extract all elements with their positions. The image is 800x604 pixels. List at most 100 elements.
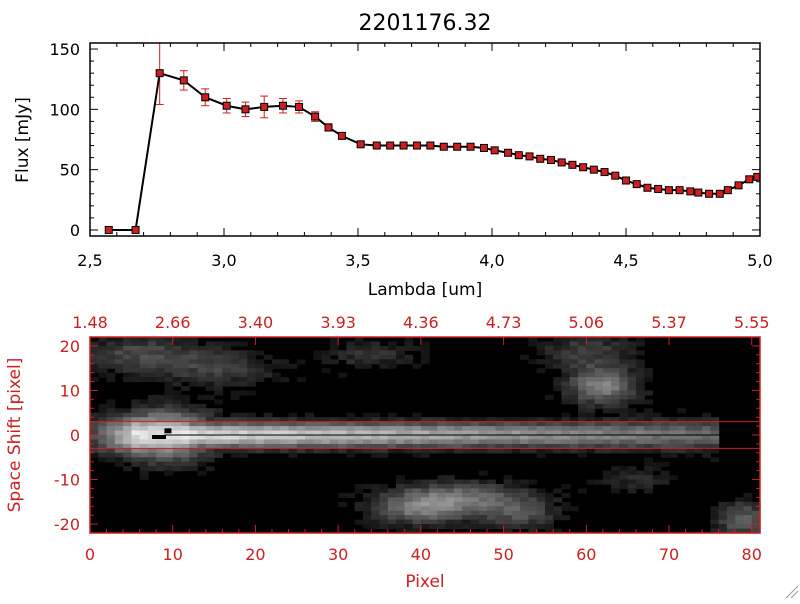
data-point <box>222 101 231 110</box>
image-pixel <box>660 448 670 454</box>
image-pixel <box>619 443 629 449</box>
image-pixel <box>222 430 232 436</box>
image-pixel <box>197 381 207 387</box>
image-pixel <box>222 372 232 378</box>
image-pixel <box>470 421 480 427</box>
image-pixel <box>180 345 190 351</box>
y-tick-label: 150 <box>49 40 80 59</box>
image-pixel <box>180 457 190 463</box>
image-pixel <box>520 439 529 445</box>
image-pixel <box>371 488 381 494</box>
image-pixel <box>561 435 571 441</box>
image-pixel <box>189 421 199 427</box>
image-pixel <box>478 470 488 476</box>
image-pixel <box>90 435 99 441</box>
image-pixel <box>147 350 157 356</box>
image-pixel <box>147 421 157 427</box>
image-pixel <box>462 426 472 432</box>
image-pixel <box>131 368 141 374</box>
image-pixel <box>90 430 99 436</box>
image-pixel <box>420 484 430 490</box>
data-point <box>260 102 269 111</box>
resize-grip-icon[interactable] <box>785 585 799 599</box>
image-pixel <box>611 377 620 383</box>
image-pixel <box>644 377 654 383</box>
image-pixel <box>164 368 174 374</box>
image-pixel <box>321 426 331 432</box>
image-pixel <box>453 519 463 525</box>
image-pixel <box>147 399 157 405</box>
image-pixel <box>619 368 629 374</box>
image-pixel <box>478 443 488 449</box>
image-pixel <box>164 354 174 360</box>
image-pixel <box>412 439 422 445</box>
image-pixel <box>544 426 554 432</box>
image-pixel <box>611 426 620 432</box>
image-pixel <box>437 475 447 481</box>
image-pixel <box>652 479 662 485</box>
image-pixel <box>271 430 281 436</box>
image-pixel <box>586 479 596 485</box>
image-pixel <box>544 519 554 525</box>
image-pixel <box>98 341 108 347</box>
image-pixel <box>371 345 381 351</box>
image-pixel <box>611 475 620 481</box>
image-pixel <box>677 448 687 454</box>
image-pixel <box>387 421 397 427</box>
image-pixel <box>644 479 654 485</box>
image-pixel <box>90 350 99 356</box>
image-pixel <box>346 426 356 432</box>
image-pixel <box>371 515 381 521</box>
space-shift-tick-label: 0 <box>70 426 80 445</box>
image-pixel <box>544 439 554 445</box>
image-pixel <box>462 443 472 449</box>
image-pixel <box>321 417 331 423</box>
data-point <box>439 142 448 151</box>
image-pixel <box>544 492 554 498</box>
image-pixel <box>247 363 257 369</box>
image-pixel <box>586 386 596 392</box>
image-pixel <box>379 501 389 507</box>
image-pixel <box>710 430 720 436</box>
image-pixel <box>114 368 124 374</box>
image-pixel <box>147 461 157 467</box>
image-pixel <box>553 354 563 360</box>
image-pixel <box>578 443 587 449</box>
image-pixel <box>123 439 132 445</box>
image-pixel <box>156 408 166 414</box>
image-pixel <box>156 394 166 400</box>
image-pixel <box>437 515 447 521</box>
image-pixel <box>611 350 620 356</box>
image-pixel <box>164 443 174 449</box>
image-pixel <box>180 394 190 400</box>
image-pixel <box>396 345 405 351</box>
image-pixel <box>263 372 273 378</box>
image-pixel <box>106 435 116 441</box>
image-pixel <box>453 448 463 454</box>
image-pixel <box>338 439 348 445</box>
image-pixel <box>164 439 174 445</box>
image-pixel <box>280 443 290 449</box>
image-pixel <box>652 412 662 418</box>
image-pixel <box>387 506 397 512</box>
image-pixel <box>222 350 232 356</box>
image-pixel <box>197 394 207 400</box>
image-pixel <box>321 439 331 445</box>
image-pixel <box>354 435 364 441</box>
image-pixel <box>561 390 571 396</box>
image-pixel <box>329 443 339 449</box>
image-pixel <box>561 430 571 436</box>
image-pixel <box>420 443 430 449</box>
image-pixel <box>354 448 364 454</box>
image-pixel <box>553 515 563 521</box>
image-pixel <box>271 439 281 445</box>
image-pixel <box>619 408 629 414</box>
image-pixel <box>412 452 422 458</box>
image-pixel <box>172 377 182 383</box>
image-pixel <box>652 417 662 423</box>
image-pixel <box>255 377 265 383</box>
image-pixel <box>429 506 439 512</box>
image-pixel <box>131 430 141 436</box>
image-pixel <box>106 377 116 383</box>
image-pixel <box>412 501 422 507</box>
